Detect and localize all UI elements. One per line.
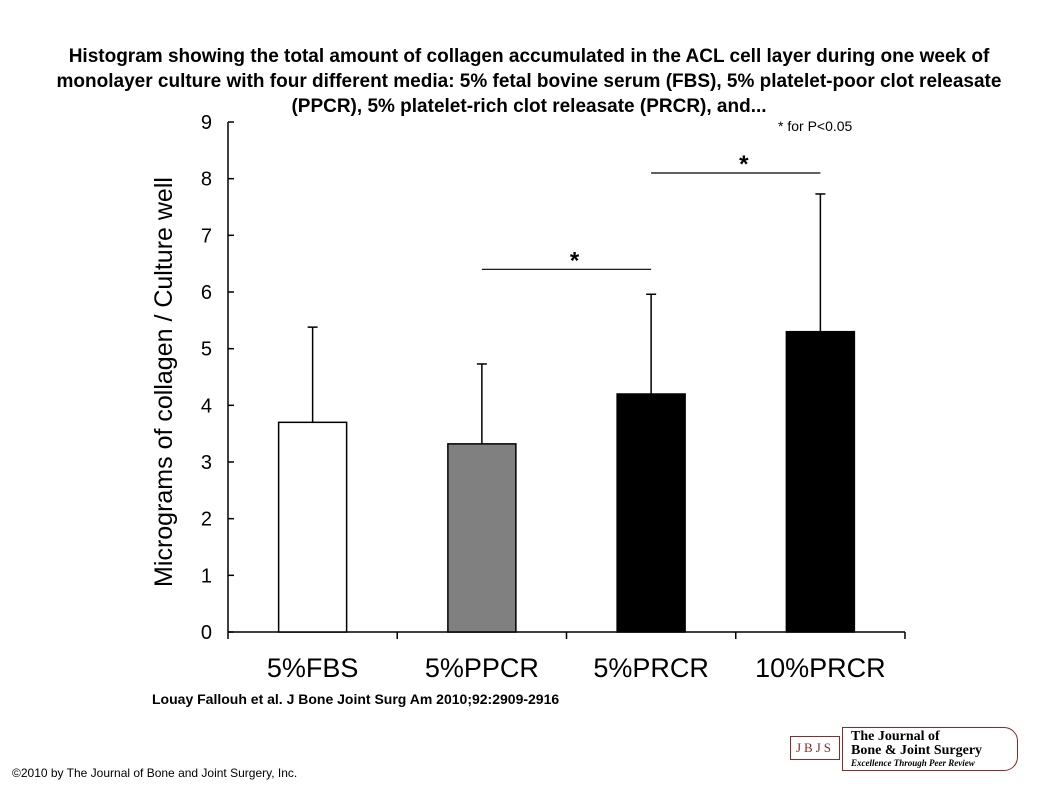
x-axis: 5%FBS 5%PPCR 5%PRCR 10%PRCR bbox=[227, 631, 906, 683]
copyright-notice: ©2010 by The Journal of Bone and Joint S… bbox=[12, 766, 298, 780]
x-tick-label: 5%FBS bbox=[267, 653, 359, 683]
y-tick-label: 3 bbox=[201, 452, 212, 474]
y-axis-label: Micrograms of collagen / Culture well bbox=[150, 177, 178, 587]
y-tick-label: 1 bbox=[201, 565, 212, 587]
bar bbox=[447, 443, 517, 633]
y-tick-label: 7 bbox=[201, 225, 212, 247]
bar bbox=[277, 421, 348, 633]
y-tick-label: 8 bbox=[201, 169, 212, 191]
y-tick-label: 6 bbox=[201, 282, 212, 304]
y-tick-label: 0 bbox=[201, 622, 212, 644]
y-tick-label: 2 bbox=[201, 509, 212, 531]
y-tick-label: 9 bbox=[201, 112, 212, 134]
y-tick-label: 4 bbox=[201, 395, 212, 417]
logo-box: The Journal of Bone & Joint Surgery Exce… bbox=[842, 727, 1018, 771]
bar bbox=[616, 393, 686, 633]
figure-title: Histogram showing the total amount of co… bbox=[56, 46, 1002, 116]
x-tick-label: 5%PPCR bbox=[425, 653, 539, 683]
journal-logo[interactable]: JBJS The Journal of Bone & Joint Surgery… bbox=[790, 727, 1020, 772]
significance-markers: ** bbox=[481, 151, 821, 274]
x-tick-label: 5%PRCR bbox=[593, 653, 709, 683]
citation: Louay Fallouh et al. J Bone Joint Surg A… bbox=[152, 691, 560, 707]
bar bbox=[785, 330, 856, 633]
logo-tagline: Excellence Through Peer Review bbox=[851, 758, 975, 768]
significance-star: * bbox=[739, 151, 749, 178]
y-axis: 0 1 2 3 4 5 6 7 8 9 bbox=[201, 112, 234, 644]
bars bbox=[277, 330, 856, 633]
logo-abbreviation: JBJS bbox=[790, 736, 840, 760]
logo-name-line2: Bone & Joint Surgery bbox=[851, 743, 983, 758]
error-bars bbox=[307, 193, 826, 444]
significance-note: * for P<0.05 bbox=[778, 118, 853, 134]
logo-name-line1: The Journal of bbox=[851, 729, 940, 744]
x-tick-label: 10%PRCR bbox=[755, 653, 886, 683]
significance-star: * bbox=[570, 247, 580, 274]
y-tick-label: 5 bbox=[201, 339, 212, 361]
